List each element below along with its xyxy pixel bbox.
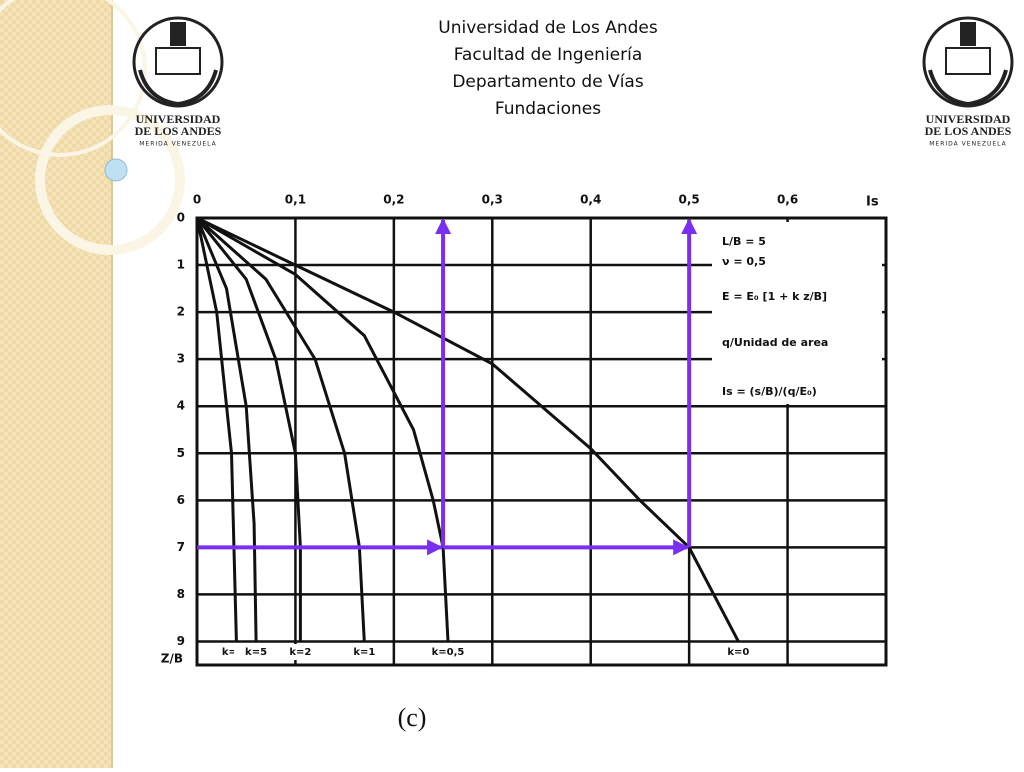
curve-label-bg (278, 644, 323, 660)
logo-book (945, 47, 991, 75)
curve (195, 217, 302, 642)
curve-label-bg (425, 644, 470, 660)
curve (195, 217, 258, 642)
caption: (c) (398, 703, 427, 732)
x-tick-label: 0,5 (679, 193, 700, 207)
y-tick-label: 9 (177, 634, 185, 648)
y-tick-label: 4 (177, 399, 185, 413)
y-axis-label: Z/B (161, 652, 183, 666)
x-tick-label: 0 (193, 193, 201, 207)
logo-text: MERIDA VENEZUELA (929, 141, 1007, 148)
inset-box (712, 222, 882, 404)
decor-ring (0, 0, 147, 157)
curve (196, 216, 740, 643)
curve-label: k=2 (289, 647, 311, 658)
logo-text: UNIVERSIDAD (926, 112, 1011, 126)
inset-text: ν = 0,5 (722, 255, 766, 268)
y-tick-label: 1 (177, 258, 185, 272)
curve-label: k=0,5 (432, 647, 465, 658)
logo-text: DE LOS ANDES (925, 124, 1012, 138)
logo-text: DE LOS ANDES (135, 124, 222, 138)
inset-text: E = E₀ [1 + k z/B] (722, 290, 827, 303)
x-tick-label: 0,1 (285, 193, 306, 207)
y-tick-label: 8 (177, 587, 185, 601)
decor-dot (104, 158, 128, 182)
inset-text: L/B = 5 (722, 235, 766, 248)
curve-label-bg (234, 644, 279, 660)
curve (196, 216, 366, 642)
chart: 0 0,1 0,2 0,3 0,4 0,5 0,6 0 1 2 3 4 5 6 7 8 9 Is Z/B L/B = … (161, 193, 888, 667)
logo-text: UNIVERSIDAD (136, 112, 221, 126)
logo-laurel (928, 69, 1008, 107)
inset-text: q/Unidad de area (722, 336, 828, 349)
curve-label: k=1 (353, 647, 375, 658)
y-tick-label: 3 (177, 352, 185, 366)
x-tick-label: 0,2 (383, 193, 404, 207)
x-tick-label: 0,6 (777, 193, 798, 207)
x-tick-label: 0,3 (482, 193, 503, 207)
x-axis-label: Is (866, 195, 879, 210)
curve-label: k=0 (727, 647, 749, 658)
header-line: Facultad de Ingeniería (454, 45, 643, 65)
y-tick-label: 6 (177, 493, 185, 507)
inset-text: Is = (s/B)/(q/E₀) (722, 385, 817, 398)
curve-label-bg (342, 644, 387, 660)
header-line: Departamento de Vías (452, 72, 644, 92)
y-tick-label: 5 (177, 446, 185, 460)
curve-label-bg (716, 644, 761, 660)
curve-label: k=5 (245, 647, 267, 658)
y-tick-label: 7 (177, 540, 185, 554)
logo-text: MERIDA VENEZUELA (139, 141, 217, 148)
y-tick-label: 0 (177, 211, 185, 225)
x-tick-label: 0,4 (580, 193, 601, 207)
logo-laurel (138, 69, 218, 107)
header-line: Fundaciones (495, 99, 601, 119)
decor-ring (35, 105, 185, 255)
logo-tower (170, 22, 186, 46)
y-tick-label: 2 (177, 305, 185, 319)
logo-tower (960, 22, 976, 46)
header-line: Universidad de Los Andes (438, 18, 658, 38)
logo-book (155, 47, 201, 75)
